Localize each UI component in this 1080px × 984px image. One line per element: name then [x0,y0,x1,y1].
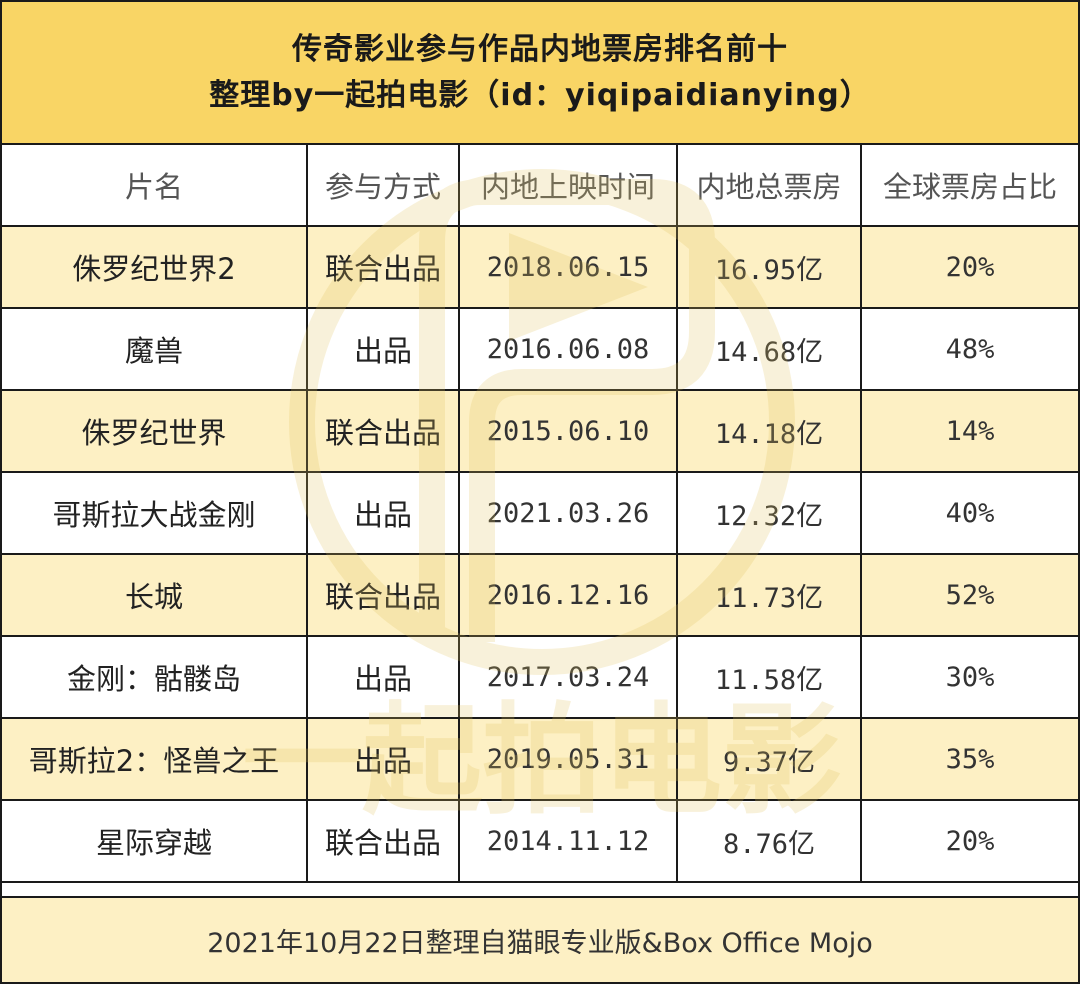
source-footer: 2021年10月22日整理自猫眼专业版&Box Office Mojo [2,896,1078,982]
participation-role: 出品 [306,635,460,719]
box-office: 11.73亿 [676,553,862,637]
release-date: 2019.05.31 [458,717,678,801]
film-title: 哥斯拉2：怪兽之王 [2,717,308,801]
page-title: 传奇影业参与作品内地票房排名前十 [292,31,788,67]
box-office: 11.58亿 [676,635,862,719]
table-row: 哥斯拉2：怪兽之王 出品 2019.05.31 9.37亿 35% [2,717,1078,801]
table-row: 魔兽 出品 2016.06.08 14.68亿 48% [2,307,1078,391]
participation-role: 联合出品 [306,225,460,309]
film-title: 哥斯拉大战金刚 [2,471,308,555]
global-share: 20% [860,225,1078,309]
film-title: 金刚：骷髅岛 [2,635,308,719]
film-title: 长城 [2,553,308,637]
global-share: 48% [860,307,1078,391]
column-header-title: 片名 [2,145,308,227]
participation-role: 出品 [306,307,460,391]
page-subtitle: 整理by一起拍电影（id：yiqipaidianying） [209,77,871,113]
table-row: 侏罗纪世界2 联合出品 2018.06.15 16.95亿 20% [2,225,1078,309]
global-share: 14% [860,389,1078,473]
global-share: 40% [860,471,1078,555]
release-date: 2018.06.15 [458,225,678,309]
table-header-row: 片名 参与方式 内地上映时间 内地总票房 全球票房占比 [2,145,1078,227]
table-row: 星际穿越 联合出品 2014.11.12 8.76亿 20% [2,799,1078,883]
global-share: 30% [860,635,1078,719]
column-header-global-share: 全球票房占比 [860,145,1078,227]
table-row: 哥斯拉大战金刚 出品 2021.03.26 12.32亿 40% [2,471,1078,555]
film-title: 魔兽 [2,307,308,391]
release-date: 2016.12.16 [458,553,678,637]
release-date: 2016.06.08 [458,307,678,391]
box-office: 9.37亿 [676,717,862,801]
participation-role: 联合出品 [306,799,460,883]
global-share: 52% [860,553,1078,637]
box-office-table: 片名 参与方式 内地上映时间 内地总票房 全球票房占比 侏罗纪世界2 联合出品 … [2,145,1078,883]
column-header-release-date: 内地上映时间 [458,145,678,227]
box-office: 14.68亿 [676,307,862,391]
global-share: 20% [860,799,1078,883]
film-title: 星际穿越 [2,799,308,883]
table-row: 侏罗纪世界 联合出品 2015.06.10 14.18亿 14% [2,389,1078,473]
film-title: 侏罗纪世界 [2,389,308,473]
column-header-role: 参与方式 [306,145,460,227]
box-office: 14.18亿 [676,389,862,473]
global-share: 35% [860,717,1078,801]
release-date: 2021.03.26 [458,471,678,555]
participation-role: 联合出品 [306,389,460,473]
box-office: 8.76亿 [676,799,862,883]
participation-role: 出品 [306,717,460,801]
film-title: 侏罗纪世界2 [2,225,308,309]
release-date: 2017.03.24 [458,635,678,719]
release-date: 2014.11.12 [458,799,678,883]
box-office: 12.32亿 [676,471,862,555]
box-office: 16.95亿 [676,225,862,309]
participation-role: 联合出品 [306,553,460,637]
table-row: 长城 联合出品 2016.12.16 11.73亿 52% [2,553,1078,637]
column-header-box-office: 内地总票房 [676,145,862,227]
release-date: 2015.06.10 [458,389,678,473]
source-note: 2021年10月22日整理自猫眼专业版&Box Office Mojo [207,927,873,959]
table-row: 金刚：骷髅岛 出品 2017.03.24 11.58亿 30% [2,635,1078,719]
participation-role: 出品 [306,471,460,555]
title-band: 传奇影业参与作品内地票房排名前十 整理by一起拍电影（id：yiqipaidia… [2,2,1078,145]
